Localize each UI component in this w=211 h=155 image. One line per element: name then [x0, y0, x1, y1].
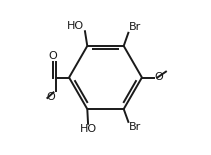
Text: HO: HO: [67, 21, 84, 31]
Text: O: O: [48, 51, 57, 61]
Text: Br: Br: [129, 122, 141, 132]
Text: Br: Br: [129, 22, 141, 32]
Text: O: O: [46, 92, 55, 102]
Text: O: O: [154, 73, 163, 82]
Text: HO: HO: [80, 124, 97, 134]
